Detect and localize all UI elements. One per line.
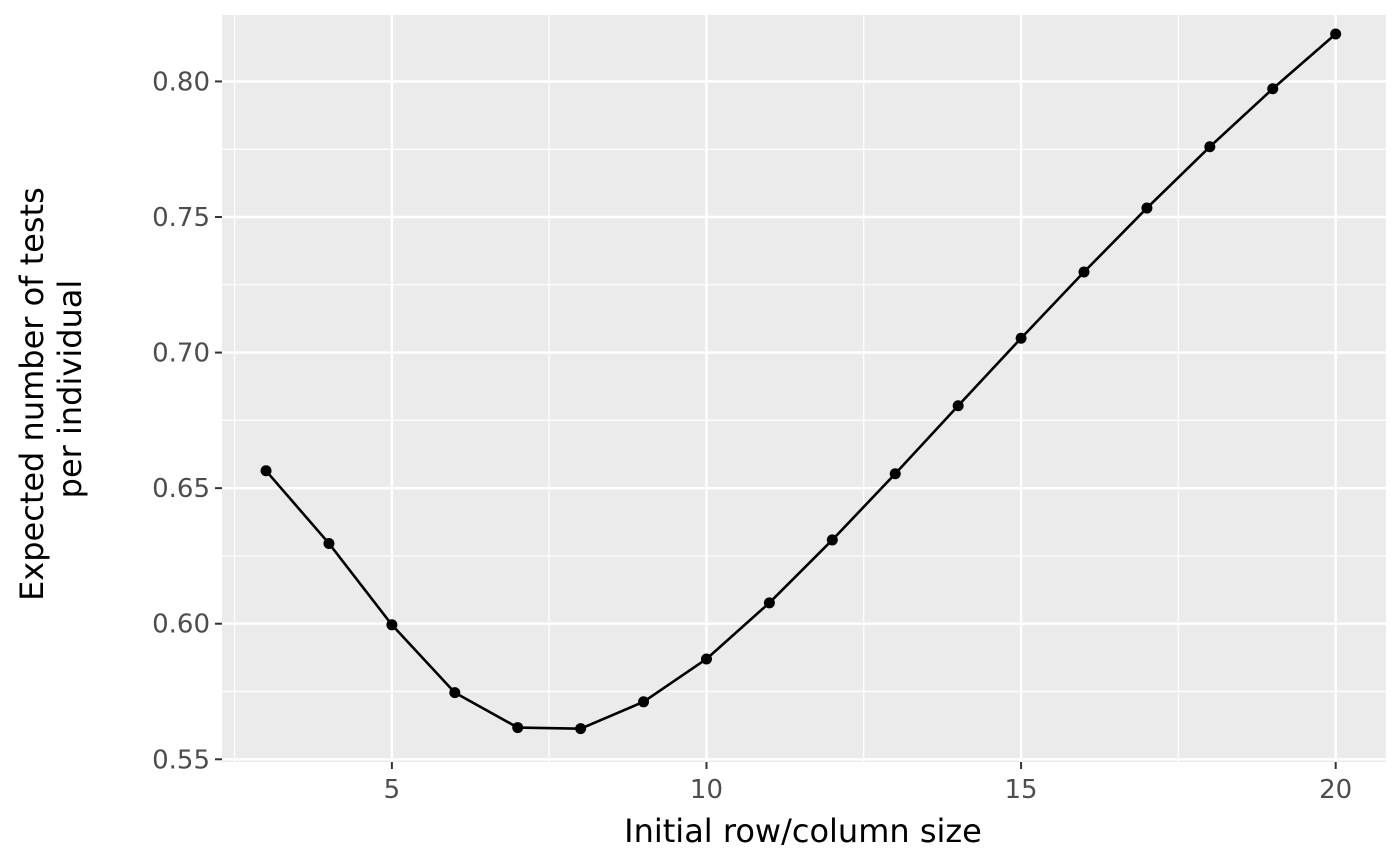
data-point — [575, 723, 587, 735]
tick-labels: 5 10 15 20 0.55 0.60 0.65 0.70 0.75 0.80 — [152, 67, 1352, 805]
data-point — [1078, 266, 1090, 278]
data-point — [1204, 141, 1216, 153]
y-tick-label: 0.75 — [152, 203, 210, 233]
gridlines — [222, 15, 1386, 762]
y-axis-title-line-2: per individual — [51, 280, 89, 499]
series-layer — [260, 28, 1342, 735]
x-tick-label: 20 — [1319, 775, 1352, 805]
y-axis-title: Expected number of tests per individual — [13, 177, 89, 601]
data-point — [512, 722, 524, 734]
data-point — [386, 619, 398, 631]
y-tick-label: 0.55 — [152, 745, 210, 775]
data-point — [449, 687, 461, 699]
x-tick-label: 5 — [384, 775, 401, 805]
data-point — [826, 534, 838, 546]
series-line — [265, 32, 1337, 730]
x-tick-label: 10 — [690, 775, 723, 805]
x-axis-title: Initial row/column size — [624, 812, 982, 850]
data-point — [638, 696, 650, 708]
data-point — [700, 653, 712, 665]
y-tick-label: 0.70 — [152, 339, 210, 369]
data-point — [1015, 332, 1027, 344]
plot-panel — [222, 15, 1386, 762]
y-tick-label: 0.60 — [152, 610, 210, 640]
y-tick-label: 0.80 — [152, 67, 210, 97]
y-tick-label: 0.65 — [152, 474, 210, 504]
data-point — [260, 465, 272, 477]
data-point — [323, 537, 335, 549]
x-tick-label: 15 — [1005, 775, 1038, 805]
data-point — [1141, 202, 1153, 214]
axis-ticks — [215, 80, 1337, 769]
y-axis-title-line-1: Expected number of tests — [13, 187, 51, 601]
data-point — [763, 597, 775, 609]
data-point — [1267, 83, 1279, 95]
data-point — [1330, 28, 1342, 40]
data-point — [889, 468, 901, 480]
data-point — [952, 400, 964, 412]
